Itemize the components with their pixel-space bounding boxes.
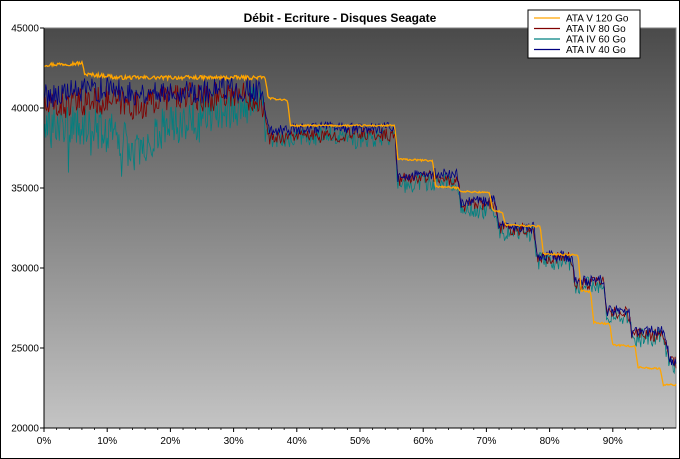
- x-tick-label: 30%: [224, 436, 244, 447]
- series-line-ata-iv-40-go: [43, 76, 677, 366]
- x-tick-label: 50%: [350, 436, 370, 447]
- legend-label: ATA IV 60 Go: [566, 35, 626, 46]
- y-tick-label: 25000: [11, 344, 39, 355]
- x-tick-label: 60%: [413, 436, 433, 447]
- axes-layer: 20000 25000 30000 35000 40000 45000 0% 10% 20% 30…: [11, 24, 676, 447]
- y-tick-label: 30000: [11, 264, 39, 275]
- x-tick-label: 70%: [476, 436, 496, 447]
- y-tick-label: 40000: [11, 104, 39, 115]
- legend-label: ATA IV 40 Go: [566, 45, 626, 56]
- legend-label: ATA IV 80 Go: [566, 24, 626, 35]
- series-line-ata-v-120-go: [43, 59, 677, 387]
- x-tick-label: 90%: [603, 436, 623, 447]
- plot-area: [43, 27, 677, 429]
- x-tick-label: 80%: [540, 436, 560, 447]
- legend-label: ATA V 120 Go: [566, 14, 629, 25]
- y-tick-label: 20000: [11, 424, 39, 435]
- y-tick-label: 35000: [11, 184, 39, 195]
- x-tick-label: 10%: [97, 436, 117, 447]
- series-layer: [43, 59, 677, 387]
- x-tick-label: 20%: [160, 436, 180, 447]
- y-tick-label: 45000: [11, 24, 39, 35]
- x-tick-label: 0%: [37, 436, 52, 447]
- chart-title: Débit - Ecriture - Disques Seagate: [244, 11, 437, 25]
- x-tick-label: 40%: [287, 436, 307, 447]
